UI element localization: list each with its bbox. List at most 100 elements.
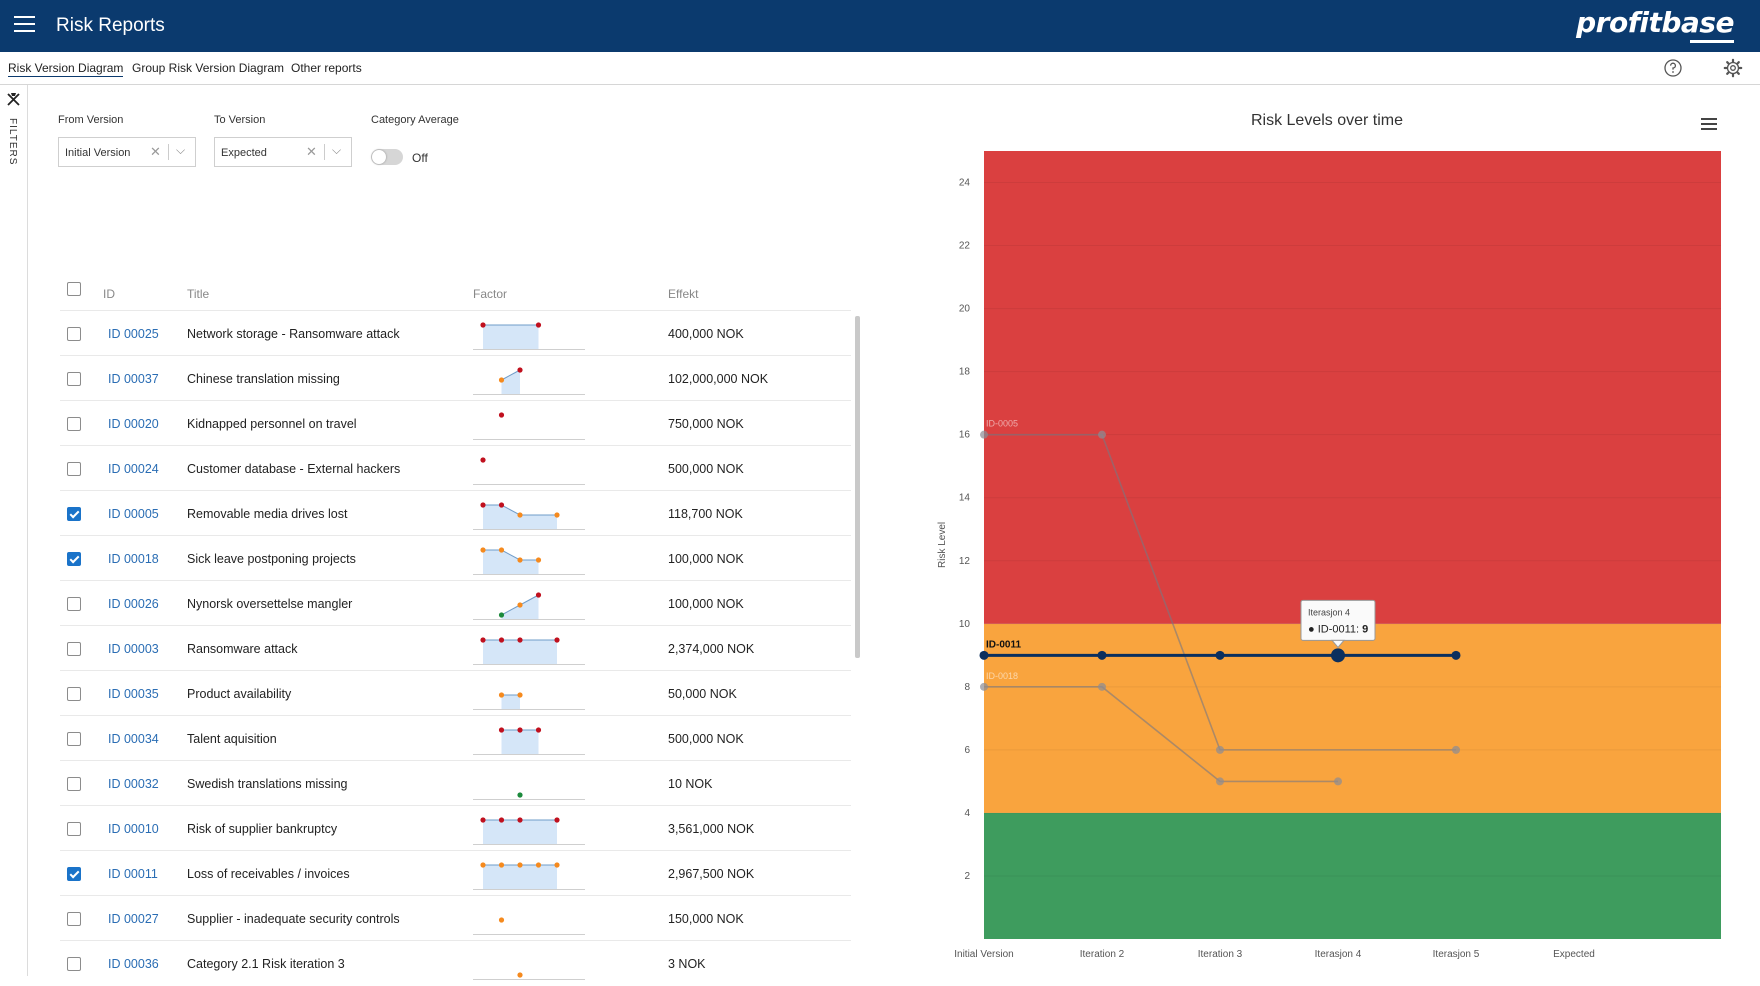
risk-id-link[interactable]: ID 00032	[108, 777, 159, 791]
risk-effekt: 3,561,000 NOK	[668, 822, 755, 836]
chevron-down-icon[interactable]: ⌵	[332, 143, 342, 157]
y-tick-label: 20	[959, 304, 971, 315]
row-checkbox[interactable]	[67, 912, 81, 926]
table-row[interactable]: ID 00032 Swedish translations missing 10 N…	[60, 760, 851, 806]
risk-id-link[interactable]: ID 00003	[108, 642, 159, 656]
sparkline-point	[480, 502, 486, 508]
row-checkbox[interactable]	[67, 327, 81, 341]
risk-effekt: 100,000 NOK	[668, 552, 744, 566]
data-point	[980, 430, 988, 439]
row-checkbox[interactable]	[67, 507, 81, 521]
table-row[interactable]: ID 00034 Talent aquisition 500,000 NOK	[60, 715, 851, 761]
table-row[interactable]: ID 00037 Chinese translation missing 102,0…	[60, 355, 851, 401]
row-checkbox[interactable]	[67, 732, 81, 746]
risk-title: Removable media drives lost	[187, 507, 348, 521]
data-point	[980, 682, 988, 691]
risk-effekt: 2,374,000 NOK	[668, 642, 755, 656]
row-checkbox[interactable]	[67, 552, 81, 566]
tab-group-risk-version-diagram[interactable]: Group Risk Version Diagram	[132, 61, 285, 75]
menu-icon[interactable]	[14, 16, 35, 32]
table-row[interactable]: ID 00005 Removable media drives lost 118,7…	[60, 490, 851, 536]
risk-id-link[interactable]: ID 00034	[108, 732, 159, 746]
row-checkbox[interactable]	[67, 867, 81, 881]
sparkline-point	[517, 367, 523, 373]
risk-id-link[interactable]: ID 00011	[108, 867, 158, 881]
chart-menu-icon[interactable]	[1701, 118, 1717, 132]
clear-icon[interactable]: ✕	[150, 144, 161, 159]
factor-sparkline	[473, 727, 585, 755]
from-version-value: Initial Version	[65, 147, 131, 159]
col-header-effekt[interactable]: Effekt	[668, 287, 699, 301]
table-row[interactable]: ID 00035 Product availability 50,000 NOK	[60, 670, 851, 716]
row-checkbox[interactable]	[67, 372, 81, 386]
col-header-factor[interactable]: Factor	[473, 287, 508, 301]
table-row[interactable]: ID 00010 Risk of supplier bankruptcy 3,561…	[60, 805, 851, 851]
risk-id-link[interactable]: ID 00005	[108, 507, 159, 521]
risk-id-link[interactable]: ID 00025	[108, 327, 159, 341]
table-row[interactable]: ID 00003 Ransomware attack 2,374,000 NOK	[60, 625, 851, 671]
tooltip-value: 9	[1362, 623, 1368, 635]
table-row[interactable]: ID 00027 Supplier - inadequate security c…	[60, 895, 851, 941]
sparkline-point	[498, 727, 505, 733]
risk-id-link[interactable]: ID 00010	[108, 822, 159, 836]
help-icon[interactable]	[1663, 58, 1683, 78]
table-row[interactable]: ID 00025 Network storage - Ransomware att…	[60, 310, 851, 356]
sparkline-point	[554, 512, 560, 518]
tab-risk-version-diagram[interactable]: Risk Version Diagram	[8, 61, 124, 77]
row-checkbox[interactable]	[67, 957, 81, 971]
gear-icon[interactable]	[1723, 58, 1743, 78]
to-version-select[interactable]: Expected ✕ ⌵	[214, 137, 352, 167]
table-row[interactable]: ID 00036 Category 2.1 Risk iteration 3 3 N…	[60, 940, 851, 986]
risk-id-link[interactable]: ID 00037	[108, 372, 159, 386]
report-tabs: Risk Version Diagram Group Risk Version …	[0, 52, 1760, 85]
table-row[interactable]: ID 00020 Kidnapped personnel on travel 750…	[60, 400, 851, 446]
table-row[interactable]: ID 00024 Customer database - External hac…	[60, 445, 851, 491]
row-checkbox[interactable]	[67, 597, 81, 611]
series-label: ID-0005	[986, 419, 1018, 429]
factor-sparkline	[473, 547, 585, 575]
col-header-id[interactable]: ID	[103, 287, 115, 301]
risk-title: Product availability	[187, 687, 292, 701]
risk-id-link[interactable]: ID 00027	[108, 912, 159, 926]
row-checkbox[interactable]	[67, 642, 81, 656]
sparkline-point	[517, 602, 523, 608]
risk-id-link[interactable]: ID 00018	[108, 552, 159, 566]
y-tick-label: 2	[964, 871, 970, 882]
table-row[interactable]: ID 00011 Loss of receivables / invoices 2,…	[60, 850, 851, 896]
data-point	[1215, 650, 1225, 660]
clear-icon[interactable]: ✕	[306, 144, 317, 159]
risk-id-link[interactable]: ID 00024	[108, 462, 159, 476]
factor-sparkline	[473, 412, 585, 440]
sparkline-point	[517, 727, 523, 733]
risk-id-link[interactable]: ID 00035	[108, 687, 159, 701]
data-point	[1097, 650, 1107, 660]
series-line	[984, 433, 1456, 751]
table-row[interactable]: ID 00018 Sick leave postponing projects 10…	[60, 535, 851, 581]
risk-id-link[interactable]: ID 00026	[108, 597, 159, 611]
data-point	[1098, 682, 1106, 691]
risk-id-link[interactable]: ID 00036	[108, 957, 159, 971]
row-checkbox[interactable]	[67, 777, 81, 791]
filters-sidebar[interactable]: FILTERS	[0, 85, 28, 976]
chevron-down-icon[interactable]: ⌵	[176, 143, 186, 157]
row-checkbox[interactable]	[67, 687, 81, 701]
to-version-label: To Version	[214, 114, 266, 126]
toggle-knob[interactable]	[372, 150, 386, 164]
filter-pin-icon[interactable]	[6, 92, 21, 107]
sparkline-line	[483, 504, 557, 516]
table-scrollbar[interactable]	[855, 316, 860, 658]
col-header-title[interactable]: Title	[187, 287, 210, 301]
risk-id-link[interactable]: ID 00020	[108, 417, 159, 431]
row-checkbox[interactable]	[67, 462, 81, 476]
data-point	[1451, 650, 1461, 660]
risk-effekt: 500,000 NOK	[668, 732, 744, 746]
from-version-select[interactable]: Initial Version ✕ ⌵	[58, 137, 196, 167]
category-average-toggle[interactable]	[371, 149, 403, 165]
row-checkbox[interactable]	[67, 417, 81, 431]
tab-other-reports[interactable]: Other reports	[291, 61, 362, 75]
sparkline-point	[517, 692, 523, 698]
risk-title: Sick leave postponing projects	[187, 552, 356, 566]
select-all-checkbox[interactable]	[67, 282, 81, 296]
table-row[interactable]: ID 00026 Nynorsk oversettelse mangler 100,…	[60, 580, 851, 626]
row-checkbox[interactable]	[67, 822, 81, 836]
